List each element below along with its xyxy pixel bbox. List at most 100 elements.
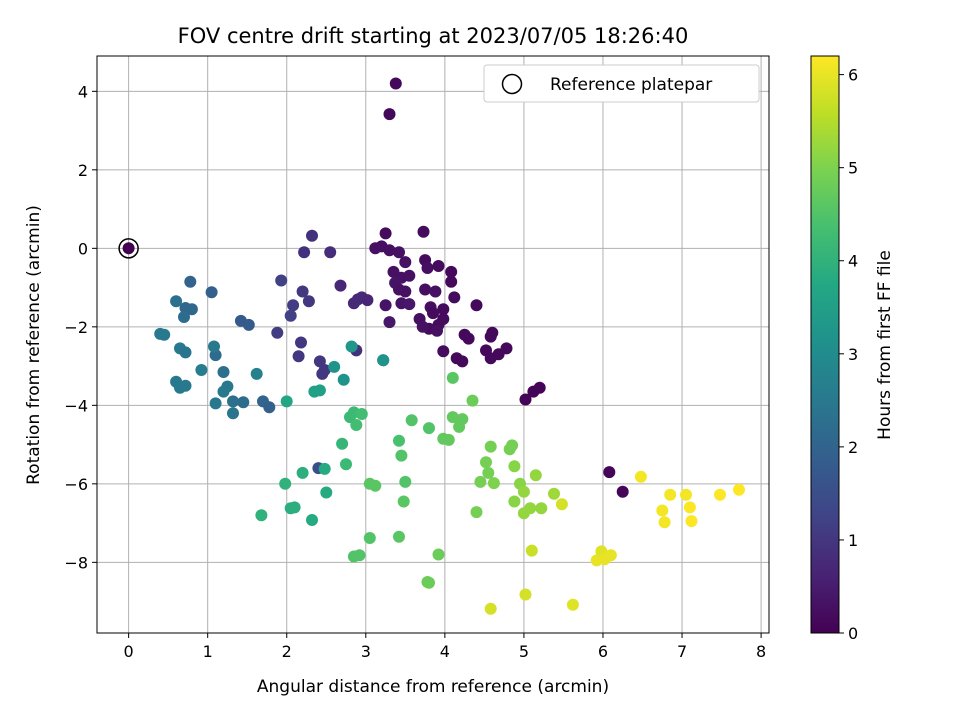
scatter-point xyxy=(456,413,469,426)
x-tick-label: 0 xyxy=(124,642,134,661)
scatter-point xyxy=(417,225,430,238)
colorbar-tick-label: 1 xyxy=(848,531,858,550)
scatter-point xyxy=(340,458,352,471)
scatter-point xyxy=(179,346,192,359)
scatter-point xyxy=(419,283,432,296)
scatter-point xyxy=(383,244,396,257)
colorbar-ticks: 0 1 2 3 4 5 6 xyxy=(839,66,858,643)
scatter-point xyxy=(437,303,450,316)
colorbar-tick-label: 6 xyxy=(848,66,858,85)
scatter-point xyxy=(242,318,255,331)
scatter-point xyxy=(296,466,309,479)
scatter-point xyxy=(548,487,560,500)
scatter-point xyxy=(445,275,458,288)
scatter-point xyxy=(284,309,297,322)
scatter-point xyxy=(403,269,416,282)
scatter-point xyxy=(271,326,284,339)
scatter-point xyxy=(733,483,745,496)
x-axis-ticks: 0 1 2 3 4 5 6 7 8 xyxy=(124,633,766,661)
scatter-point xyxy=(306,229,318,242)
scatter-point xyxy=(353,549,366,562)
scatter-point xyxy=(237,396,250,409)
scatter-point xyxy=(680,488,692,501)
scatter-point xyxy=(566,598,579,611)
scatter-point xyxy=(185,303,198,316)
scatter-point xyxy=(423,422,435,435)
scatter-point xyxy=(320,486,333,499)
x-tick-label: 3 xyxy=(361,642,371,661)
y-tick-label: 0 xyxy=(78,239,88,258)
scatter-point xyxy=(154,327,167,340)
plot-frame xyxy=(96,55,770,634)
scatter-point xyxy=(519,588,532,601)
scatter-point xyxy=(529,469,542,482)
colorbar-tick-label: 5 xyxy=(848,159,858,178)
scatter-point xyxy=(389,77,402,90)
y-axis-title: Rotation from reference (arcmin) xyxy=(24,205,44,485)
scatter-point xyxy=(399,256,412,269)
scatter-point xyxy=(184,275,197,288)
scatter-point xyxy=(275,274,288,287)
data-points xyxy=(122,77,745,615)
y-tick-label: −4 xyxy=(64,396,88,415)
scatter-point xyxy=(445,265,458,278)
scatter-point xyxy=(122,242,135,255)
scatter-point xyxy=(298,246,311,259)
scatter-point xyxy=(466,394,479,407)
scatter-point xyxy=(284,502,297,515)
scatter-point xyxy=(448,291,461,304)
y-tick-label: −8 xyxy=(64,553,88,572)
scatter-point xyxy=(355,408,368,420)
scatter-point xyxy=(462,332,475,345)
scatter-point xyxy=(432,548,445,561)
scatter-point xyxy=(347,297,360,310)
x-tick-label: 2 xyxy=(282,642,292,661)
scatter-point xyxy=(208,340,220,353)
scatter-point xyxy=(345,340,358,353)
scatter-point xyxy=(296,285,309,298)
scatter-point xyxy=(369,242,382,255)
legend-reference-marker xyxy=(501,73,523,95)
scatter-point xyxy=(217,385,230,398)
scatter-point xyxy=(369,479,382,492)
scatter-point xyxy=(302,295,315,308)
scatter-point xyxy=(295,336,307,349)
scatter-point xyxy=(484,440,497,453)
y-axis-ticks: −8 −6 −4 −2 0 2 4 xyxy=(64,82,97,572)
colorbar-tick-label: 3 xyxy=(848,345,858,364)
scatter-point xyxy=(250,367,263,380)
scatter-point xyxy=(442,433,455,446)
scatter-point xyxy=(227,407,239,420)
scatter-point xyxy=(393,530,405,543)
scatter-point xyxy=(313,384,326,397)
scatter-point xyxy=(525,544,538,557)
scatter-point xyxy=(328,360,341,373)
scatter-point xyxy=(503,443,516,456)
scatter-point xyxy=(421,262,434,274)
scatter-point xyxy=(429,285,442,298)
scatter-point xyxy=(383,316,396,329)
scatter-point xyxy=(383,108,396,121)
legend-box xyxy=(483,64,760,103)
colorbar-tick-label: 0 xyxy=(848,624,858,643)
legend-entry-reference-platepar: Reference platepar xyxy=(550,75,712,95)
scatter-point xyxy=(484,602,497,615)
scatter-point xyxy=(683,501,696,514)
x-axis-title: Angular distance from reference (arcmin) xyxy=(257,677,609,697)
scatter-point xyxy=(178,311,190,323)
scatter-point xyxy=(634,470,647,483)
scatter-point xyxy=(423,576,435,589)
scatter-point xyxy=(508,495,521,508)
scatter-point xyxy=(456,355,469,368)
scatter-point xyxy=(403,298,416,311)
x-tick-label: 1 xyxy=(203,642,213,661)
reference-marker xyxy=(118,238,139,259)
scatter-point xyxy=(195,364,208,376)
scatter-point xyxy=(292,350,305,363)
y-tick-label: 4 xyxy=(78,82,88,101)
scatter-point xyxy=(306,514,318,526)
scatter-point xyxy=(431,324,443,337)
scatter-point xyxy=(535,502,548,515)
scatter-point xyxy=(524,502,537,515)
